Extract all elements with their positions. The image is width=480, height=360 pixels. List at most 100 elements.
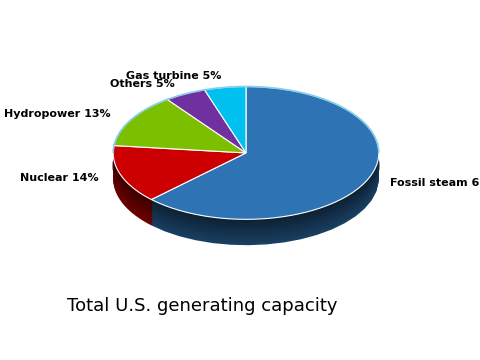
Polygon shape	[113, 145, 246, 213]
Polygon shape	[204, 86, 246, 156]
Polygon shape	[151, 86, 379, 227]
Polygon shape	[167, 90, 246, 171]
Polygon shape	[167, 90, 246, 168]
Polygon shape	[114, 99, 246, 155]
Polygon shape	[114, 99, 246, 153]
Polygon shape	[204, 86, 246, 171]
Polygon shape	[167, 90, 246, 175]
Polygon shape	[113, 145, 246, 219]
Polygon shape	[113, 145, 246, 210]
Polygon shape	[204, 86, 246, 167]
Polygon shape	[167, 90, 246, 162]
Polygon shape	[113, 145, 246, 201]
Polygon shape	[167, 90, 246, 164]
Text: Hydropower 13%: Hydropower 13%	[4, 109, 111, 119]
Polygon shape	[204, 86, 246, 171]
Polygon shape	[204, 86, 246, 161]
Polygon shape	[151, 86, 379, 223]
Polygon shape	[167, 90, 246, 160]
Polygon shape	[114, 99, 246, 178]
Polygon shape	[167, 90, 246, 176]
Polygon shape	[167, 90, 246, 159]
Polygon shape	[113, 145, 246, 211]
Polygon shape	[114, 99, 246, 174]
Polygon shape	[167, 90, 246, 166]
Polygon shape	[151, 86, 379, 225]
Polygon shape	[151, 86, 379, 228]
Polygon shape	[113, 145, 246, 208]
Polygon shape	[114, 99, 246, 154]
Polygon shape	[167, 90, 246, 158]
Polygon shape	[167, 90, 246, 156]
Polygon shape	[167, 90, 246, 154]
Polygon shape	[204, 86, 246, 158]
Polygon shape	[204, 86, 246, 170]
Polygon shape	[114, 99, 246, 161]
Polygon shape	[114, 99, 246, 163]
Polygon shape	[114, 99, 246, 166]
Polygon shape	[167, 90, 246, 170]
Polygon shape	[151, 86, 379, 220]
Polygon shape	[151, 86, 379, 229]
Polygon shape	[204, 86, 246, 172]
Polygon shape	[113, 145, 246, 225]
Polygon shape	[204, 86, 246, 179]
Polygon shape	[204, 86, 246, 154]
Polygon shape	[114, 99, 246, 158]
Polygon shape	[114, 99, 246, 158]
Polygon shape	[151, 86, 379, 234]
Polygon shape	[114, 99, 246, 168]
Polygon shape	[167, 90, 246, 157]
Polygon shape	[114, 99, 246, 168]
Polygon shape	[114, 99, 246, 176]
Polygon shape	[114, 99, 246, 165]
Text: Gas turbine 5%: Gas turbine 5%	[126, 71, 221, 81]
Polygon shape	[113, 145, 246, 224]
Polygon shape	[113, 145, 246, 207]
Polygon shape	[204, 86, 246, 160]
Polygon shape	[114, 99, 246, 157]
Polygon shape	[167, 90, 246, 161]
Polygon shape	[151, 86, 379, 239]
Polygon shape	[113, 145, 246, 199]
Polygon shape	[204, 86, 246, 158]
Polygon shape	[113, 145, 246, 202]
Polygon shape	[151, 86, 379, 229]
Polygon shape	[114, 99, 246, 162]
Polygon shape	[151, 86, 379, 243]
Polygon shape	[151, 86, 379, 222]
Polygon shape	[204, 86, 246, 168]
Polygon shape	[114, 99, 246, 170]
Polygon shape	[151, 86, 379, 232]
Polygon shape	[204, 86, 246, 164]
Polygon shape	[151, 86, 379, 226]
Polygon shape	[113, 145, 246, 222]
Polygon shape	[167, 90, 246, 171]
Polygon shape	[114, 99, 246, 175]
Polygon shape	[167, 90, 246, 155]
Polygon shape	[114, 99, 246, 159]
Polygon shape	[113, 145, 246, 205]
Polygon shape	[151, 86, 379, 230]
Polygon shape	[114, 99, 246, 160]
Polygon shape	[204, 86, 246, 157]
Polygon shape	[204, 86, 246, 155]
Polygon shape	[113, 145, 246, 215]
Polygon shape	[204, 86, 246, 176]
Polygon shape	[113, 145, 246, 222]
Polygon shape	[113, 145, 246, 204]
Polygon shape	[114, 99, 246, 177]
Text: Others 5%: Others 5%	[110, 78, 175, 89]
Polygon shape	[151, 86, 379, 224]
Text: Fossil steam 62%: Fossil steam 62%	[390, 178, 480, 188]
Polygon shape	[167, 90, 246, 158]
Polygon shape	[167, 90, 246, 163]
Polygon shape	[113, 145, 246, 206]
Polygon shape	[113, 145, 246, 209]
Polygon shape	[114, 99, 246, 171]
Polygon shape	[204, 86, 246, 165]
Polygon shape	[204, 86, 246, 174]
Polygon shape	[151, 86, 379, 240]
Polygon shape	[167, 90, 246, 165]
Polygon shape	[151, 86, 379, 221]
